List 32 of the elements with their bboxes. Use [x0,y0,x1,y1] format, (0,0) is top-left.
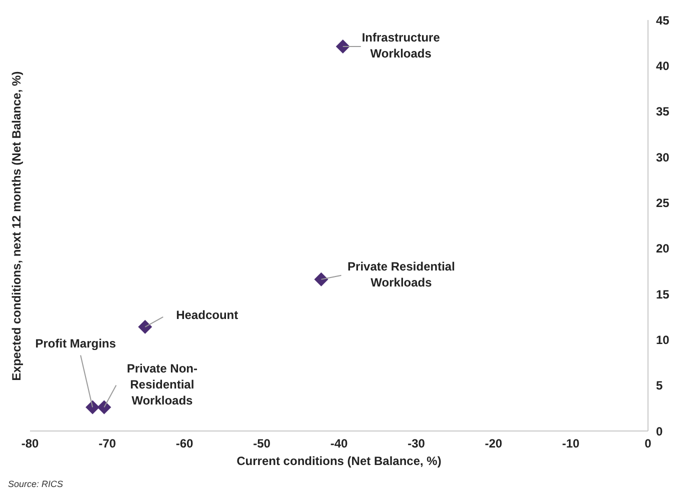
point [336,39,350,54]
y-tick-label: 20 [656,242,670,256]
y-tick-label: 25 [656,196,670,210]
y-tick-label: 45 [656,13,670,28]
x-tick-label: -70 [98,436,116,451]
point [97,400,112,414]
y-tick-label: 15 [656,287,670,302]
source-note: Source: RICS [8,479,64,489]
x-tick-label: -50 [253,436,271,451]
annotation: Private Residential Workloads [348,259,455,290]
y-tick-label: 10 [656,332,670,347]
annotation: Infrastructure Workloads [362,30,440,60]
x-tick-label: 0 [644,436,652,451]
point [314,272,328,286]
y-tick-label: 40 [656,58,670,73]
x-tick-label: -80 [21,436,39,451]
point [86,400,100,414]
y-tick-label: 30 [656,150,670,164]
x-tick-label: -20 [484,436,502,451]
x-tick-label: -40 [330,436,348,451]
x-tick-label: -10 [562,436,580,451]
annotation: Profit Margins [35,336,116,350]
annotation: Private Non- Residential Workloads [126,361,198,408]
point [138,320,152,334]
y-tick-label: 5 [656,378,663,393]
x-axis-title: Current conditions (Net Balance, %) [236,454,442,468]
x-tick-label: -60 [176,436,194,451]
y-tick-label: 0 [656,424,663,438]
y-tick-label: 35 [656,104,670,119]
y-axis-title: Expected conditions, next 12 months (Net Balance, %) [10,70,24,380]
x-tick-label: -30 [408,436,426,451]
annotation: Headcount [176,308,238,322]
